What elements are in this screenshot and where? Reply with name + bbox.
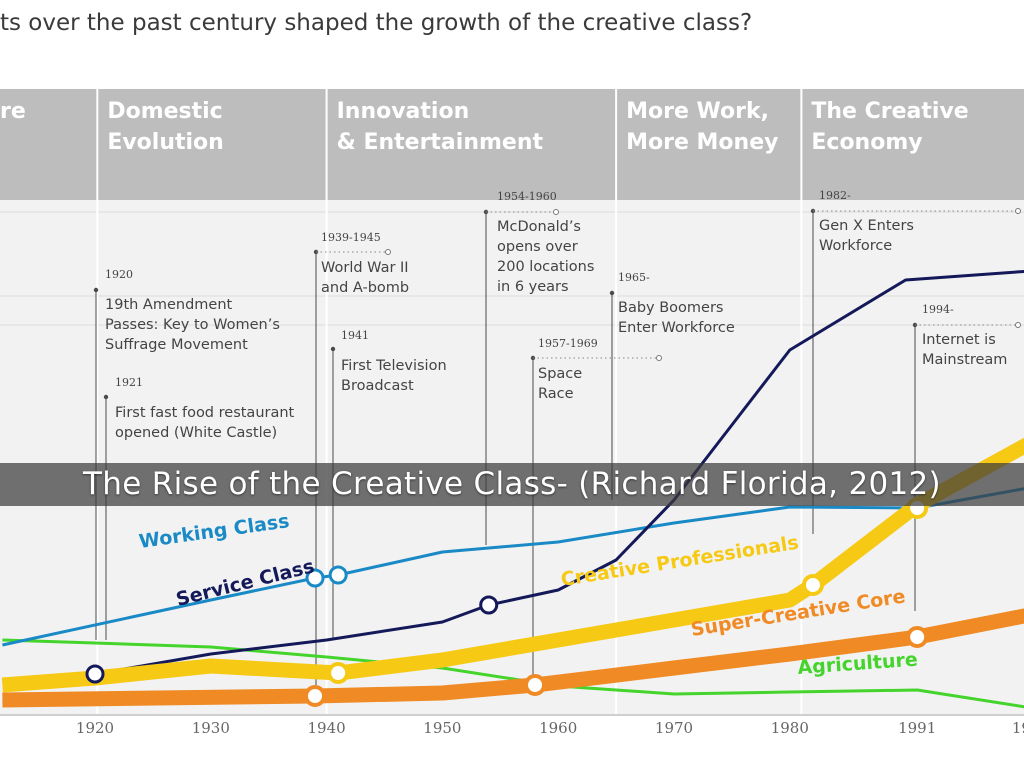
event-dot bbox=[330, 346, 336, 352]
event-text: Baby Boomers bbox=[618, 300, 723, 316]
event-year: 1941 bbox=[341, 329, 369, 342]
event-text: World War II bbox=[321, 260, 409, 276]
era-label: Domestic bbox=[107, 99, 222, 124]
event-text: opened (White Castle) bbox=[115, 425, 277, 441]
event-text: Workforce bbox=[819, 238, 892, 254]
series-marker bbox=[906, 626, 929, 648]
series-marker bbox=[479, 595, 499, 615]
event-text: and A-bomb bbox=[321, 280, 409, 296]
era-label: The Creative bbox=[811, 99, 968, 124]
event-text: 19th Amendment bbox=[105, 297, 233, 313]
event-text: Space bbox=[538, 366, 582, 382]
x-tick-label: 1950 bbox=[423, 719, 461, 737]
x-tick-label: 1991 bbox=[898, 719, 936, 737]
event-year: 1920 bbox=[105, 268, 133, 281]
event-end-dot bbox=[1015, 208, 1021, 214]
event-dot bbox=[609, 290, 615, 296]
event-text: Gen X Enters bbox=[819, 218, 914, 234]
event-text: First fast food restaurant bbox=[115, 405, 295, 421]
series-line-agriculture bbox=[2, 638, 1024, 709]
caption-text: The Rise of the Creative Class- (Richard… bbox=[83, 466, 941, 502]
event-year: 1957-1969 bbox=[538, 337, 598, 350]
event-text: Broadcast bbox=[341, 378, 414, 394]
era-label: More Money bbox=[626, 130, 778, 155]
event-text: 200 locations bbox=[497, 259, 594, 275]
era-label: Innovation bbox=[337, 99, 470, 124]
event-dot bbox=[103, 394, 109, 400]
plot-background bbox=[0, 200, 1024, 715]
event-text: Enter Workforce bbox=[618, 320, 735, 336]
series-line-service-class bbox=[2, 269, 1024, 682]
event-year: 1982- bbox=[819, 189, 851, 202]
event-year: 1921 bbox=[115, 376, 143, 389]
event-text: Passes: Key to Women’s bbox=[105, 317, 280, 333]
series-line-super-creative-core bbox=[2, 608, 1024, 708]
caption-banner bbox=[0, 463, 1024, 506]
x-tick-label: 1970 bbox=[655, 719, 693, 737]
series-marker bbox=[85, 664, 105, 684]
series-line-working-class bbox=[2, 487, 1024, 647]
series-marker bbox=[328, 565, 348, 585]
era-label: re bbox=[0, 99, 26, 124]
event-end-dot bbox=[385, 249, 391, 255]
x-tick-label: 1930 bbox=[192, 719, 230, 737]
era-label: Economy bbox=[811, 130, 922, 155]
x-tick-label: 1940 bbox=[308, 719, 346, 737]
era-label: & Entertainment bbox=[337, 130, 544, 155]
series-marker bbox=[327, 662, 350, 684]
event-end-dot bbox=[553, 209, 559, 215]
x-tick-label: 1980 bbox=[771, 719, 809, 737]
event-year: 1965- bbox=[618, 271, 650, 284]
event-text: Suffrage Movement bbox=[105, 337, 248, 353]
event-text: in 6 years bbox=[497, 279, 569, 295]
event-text: Internet is bbox=[922, 332, 996, 348]
event-end-dot bbox=[656, 355, 662, 361]
event-year: 1994- bbox=[922, 303, 954, 316]
event-end-dot bbox=[1015, 322, 1021, 328]
event-text: McDonald’s bbox=[497, 219, 581, 235]
event-year: 1954-1960 bbox=[497, 190, 557, 203]
x-tick-label: 1920 bbox=[76, 719, 114, 737]
series-marker bbox=[801, 574, 824, 596]
series-marker bbox=[524, 674, 547, 696]
series-line-creative-professionals bbox=[1, 437, 1024, 693]
series-marker bbox=[305, 568, 325, 588]
x-tick-label: 1960 bbox=[539, 719, 577, 737]
era-header-band bbox=[0, 89, 1024, 200]
event-text: opens over bbox=[497, 239, 578, 255]
chart-title: ts over the past century shaped the grow… bbox=[0, 10, 752, 36]
era-label: Evolution bbox=[107, 130, 224, 155]
event-text: Race bbox=[538, 386, 574, 402]
event-dot bbox=[93, 287, 99, 293]
event-text: Mainstream bbox=[922, 352, 1007, 368]
series-marker bbox=[304, 685, 327, 707]
x-tick-label: 19 bbox=[1012, 719, 1024, 737]
event-text: First Television bbox=[341, 358, 447, 374]
era-label: More Work, bbox=[626, 99, 769, 124]
event-year: 1939-1945 bbox=[321, 231, 381, 244]
